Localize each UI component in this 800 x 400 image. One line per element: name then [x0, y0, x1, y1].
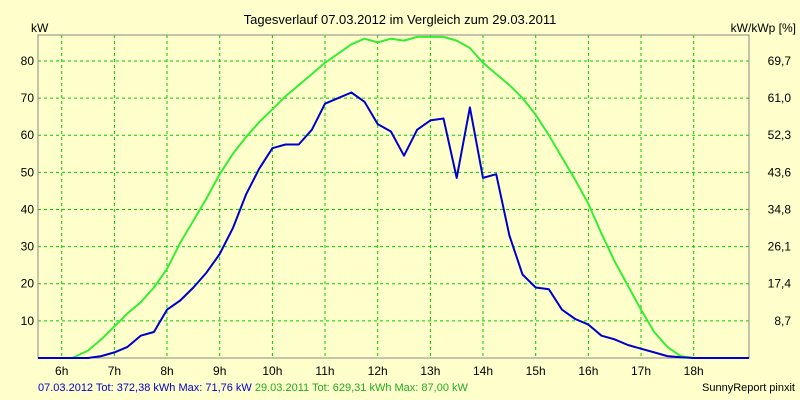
x-tick-label: 16h — [578, 364, 598, 378]
y-tick-label-left: 10 — [21, 314, 35, 328]
y-axis-right-label: kW/kWp [%] — [731, 21, 796, 35]
tick-labels: 6h 7h 8h 9h 10h 11h 12h 13h 14h 15h 16h 17h 18h 10 8,7… — [21, 54, 792, 378]
y-tick-label-right: 43,6 — [768, 165, 792, 179]
series1-stats: 07.03.2012 Tot: 372,38 kWh Max: 71,76 kW — [38, 382, 252, 394]
y-tick-label-left: 40 — [21, 203, 35, 217]
y-tick-label-right: 69,7 — [768, 54, 792, 68]
x-tick-label: 10h — [262, 364, 282, 378]
x-tick-label: 7h — [108, 364, 121, 378]
y-tick-label-right: 34,8 — [768, 203, 792, 217]
x-tick-label: 12h — [368, 364, 388, 378]
y-tick-label-right: 17,4 — [768, 277, 792, 291]
x-tick-label: 11h — [315, 364, 334, 378]
grid — [38, 35, 749, 358]
series-lines — [38, 35, 749, 359]
y-tick-label-left: 20 — [21, 277, 35, 291]
x-tick-label: 18h — [684, 364, 704, 378]
chart-footer-stats: 07.03.2012 Tot: 372,38 kWh Max: 71,76 kW… — [38, 382, 468, 394]
y-axis-left-label: kW — [31, 21, 49, 35]
series2-stats: 29.03.2011 Tot: 629,31 kWh Max: 87,00 kW — [254, 382, 468, 394]
x-tick-label: 8h — [160, 364, 173, 378]
series-line — [38, 91, 749, 359]
y-tick-label-left: 30 — [21, 240, 35, 254]
y-tick-label-left: 50 — [21, 165, 35, 179]
axes — [37, 34, 750, 359]
y-tick-label-right: 8,7 — [774, 314, 791, 328]
x-tick-label: 17h — [631, 364, 651, 378]
y-tick-label-left: 70 — [21, 91, 35, 105]
chart-title: Tagesverlauf 07.03.2012 im Vergleich zum… — [244, 12, 557, 27]
y-tick-label-right: 52,3 — [768, 128, 792, 142]
series-line — [38, 35, 749, 359]
x-tick-label: 6h — [55, 364, 68, 378]
y-tick-label-left: 60 — [21, 128, 35, 142]
y-tick-label-left: 80 — [21, 54, 35, 68]
x-tick-label: 9h — [213, 364, 226, 378]
x-tick-label: 15h — [526, 364, 546, 378]
brand-credit: SunnyReport pinxit — [702, 382, 795, 394]
x-tick-label: 14h — [473, 364, 493, 378]
y-tick-label-right: 26,1 — [768, 240, 792, 254]
plot-frame — [37, 34, 750, 359]
x-tick-label: 13h — [420, 364, 440, 378]
y-tick-label-right: 61,0 — [768, 91, 792, 105]
